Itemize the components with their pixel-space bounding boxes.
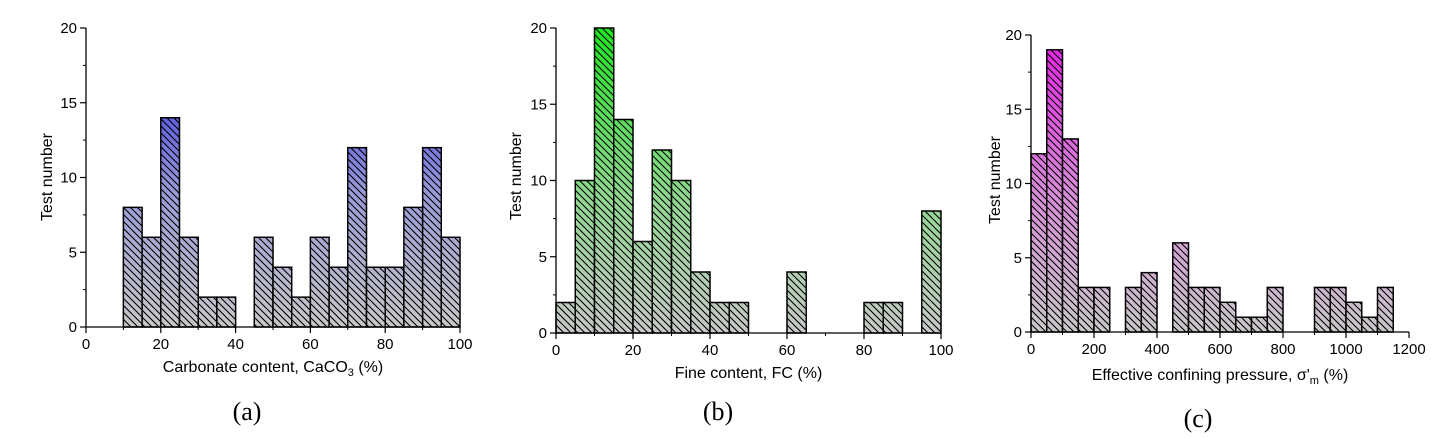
histogram-bar-hatch: [593, 27, 615, 334]
x-axis-label: Effective confining pressure, σ'm (%): [1092, 367, 1349, 387]
histogram-bar-hatch: [1077, 286, 1095, 333]
x-tick-label: 40: [227, 336, 244, 353]
histogram-bar-hatch: [403, 206, 424, 328]
histogram-bar-hatch: [1345, 301, 1363, 333]
histogram-bar-hatch: [1219, 301, 1237, 333]
histogram-bar-hatch: [421, 146, 442, 328]
x-tick-label: 600: [1207, 341, 1232, 358]
x-tick-label: 100: [447, 336, 472, 353]
histogram-bar-hatch: [384, 266, 405, 328]
histogram-bar-hatch: [1266, 286, 1284, 333]
y-tick-label: 5: [539, 249, 547, 266]
x-tick-label: 60: [779, 342, 796, 359]
y-axis-label: Test number: [39, 132, 56, 221]
histogram-bar-hatch: [786, 271, 807, 334]
histogram-bar-hatch: [272, 266, 293, 328]
histogram-bar-hatch: [555, 301, 576, 334]
x-axis-label: Fine content, FC (%): [675, 365, 823, 382]
panel-label: (b): [703, 397, 733, 426]
x-tick-label: 0: [1027, 341, 1035, 358]
histogram-bar-hatch: [1061, 138, 1079, 333]
x-tick-label: 1200: [1392, 341, 1425, 358]
y-tick-label: 15: [1005, 101, 1022, 118]
x-tick-label: 400: [1144, 341, 1169, 358]
histogram-bar-hatch: [1235, 316, 1253, 333]
x-tick-label: 0: [82, 336, 90, 353]
histogram-bar-hatch: [1361, 316, 1379, 333]
histogram-bar-hatch: [728, 301, 750, 334]
histogram-bar-hatch: [1313, 286, 1331, 333]
histogram-bar-hatch: [440, 236, 461, 328]
y-axis-label: Test number: [987, 135, 1004, 224]
histogram-bar-hatch: [670, 179, 692, 334]
y-tick-label: 0: [539, 325, 547, 342]
histogram-bar-hatch: [216, 296, 237, 328]
x-axis-label: Carbonate content, CaCO3 (%): [163, 359, 383, 379]
histogram-bar-hatch: [574, 179, 596, 334]
histogram-bar-hatch: [253, 236, 274, 328]
y-tick-label: 5: [69, 244, 77, 261]
x-tick-label: 80: [856, 342, 873, 359]
x-tick-label: 80: [377, 336, 394, 353]
histogram-bar-hatch: [1203, 286, 1221, 333]
y-tick-label: 0: [1014, 324, 1022, 341]
y-axis-label: Test number: [508, 131, 525, 220]
x-tick-label: 800: [1270, 341, 1295, 358]
histogram-bar-hatch: [921, 210, 942, 334]
panel-label: (c): [1184, 404, 1213, 433]
x-tick-label: 20: [625, 342, 642, 359]
histogram-bar-hatch: [122, 206, 143, 328]
histogram-bar-hatch: [651, 149, 673, 334]
histogram-bar-hatch: [1376, 286, 1394, 333]
histogram-bar-hatch: [365, 266, 386, 328]
y-tick-label: 5: [1014, 250, 1022, 267]
histogram-bar-hatch: [1250, 316, 1268, 333]
x-tick-label: 0: [552, 342, 560, 359]
histogram-bar-hatch: [160, 117, 181, 328]
x-tick-label: 60: [302, 336, 319, 353]
y-tick-label: 10: [60, 170, 77, 187]
histogram-bar-hatch: [882, 301, 904, 334]
histogram-bar-hatch: [141, 236, 162, 328]
histogram-bar-hatch: [309, 236, 330, 328]
histogram-bar-hatch: [197, 296, 218, 328]
histogram-bar-hatch: [328, 266, 349, 328]
x-tick-label: 20: [152, 336, 169, 353]
panel-a: 0 20 40 60 80 100 0 5 10 15 20 Test number Carbonate…: [39, 20, 473, 426]
y-tick-label: 20: [60, 20, 77, 37]
panel-label: (a): [233, 397, 262, 426]
x-tick-label: 200: [1081, 341, 1106, 358]
histogram-bar-hatch: [709, 301, 730, 334]
histogram-bar-hatch: [347, 146, 368, 328]
histogram-bar-hatch: [690, 271, 711, 334]
panel-b: 0 20 40 60 80 100 0 5 10 15 20 Test number Fine cont…: [508, 20, 954, 426]
histogram-bar-hatch: [1187, 286, 1205, 333]
histogram-bar-hatch: [1030, 153, 1048, 333]
histogram-bar-hatch: [1046, 49, 1064, 333]
histogram-bar-hatch: [1172, 242, 1190, 333]
y-tick-label: 15: [530, 96, 547, 113]
y-tick-label: 10: [1005, 176, 1022, 193]
x-tick-label: 100: [928, 342, 953, 359]
x-tick-label: 40: [702, 342, 719, 359]
histogram-bar-hatch: [1093, 286, 1111, 333]
y-tick-label: 15: [60, 95, 77, 112]
x-tick-label: 1000: [1329, 341, 1362, 358]
y-tick-label: 20: [1005, 27, 1022, 44]
y-tick-label: 0: [69, 319, 77, 336]
y-tick-label: 20: [530, 20, 547, 37]
histogram-bar-hatch: [863, 301, 884, 334]
histogram-bar-hatch: [1124, 286, 1142, 333]
panel-c: 0 200 400 600 800 1000 1200 0 5 10 15 20 Test number…: [987, 27, 1426, 433]
histogram-bar-hatch: [1140, 271, 1158, 333]
y-tick-label: 10: [530, 173, 547, 190]
histogram-bar-hatch: [178, 236, 199, 328]
histogram-bar-hatch: [613, 118, 634, 334]
histogram-bar-hatch: [632, 240, 653, 334]
histogram-bar-hatch: [1329, 286, 1347, 333]
histogram-bar-hatch: [291, 296, 312, 328]
